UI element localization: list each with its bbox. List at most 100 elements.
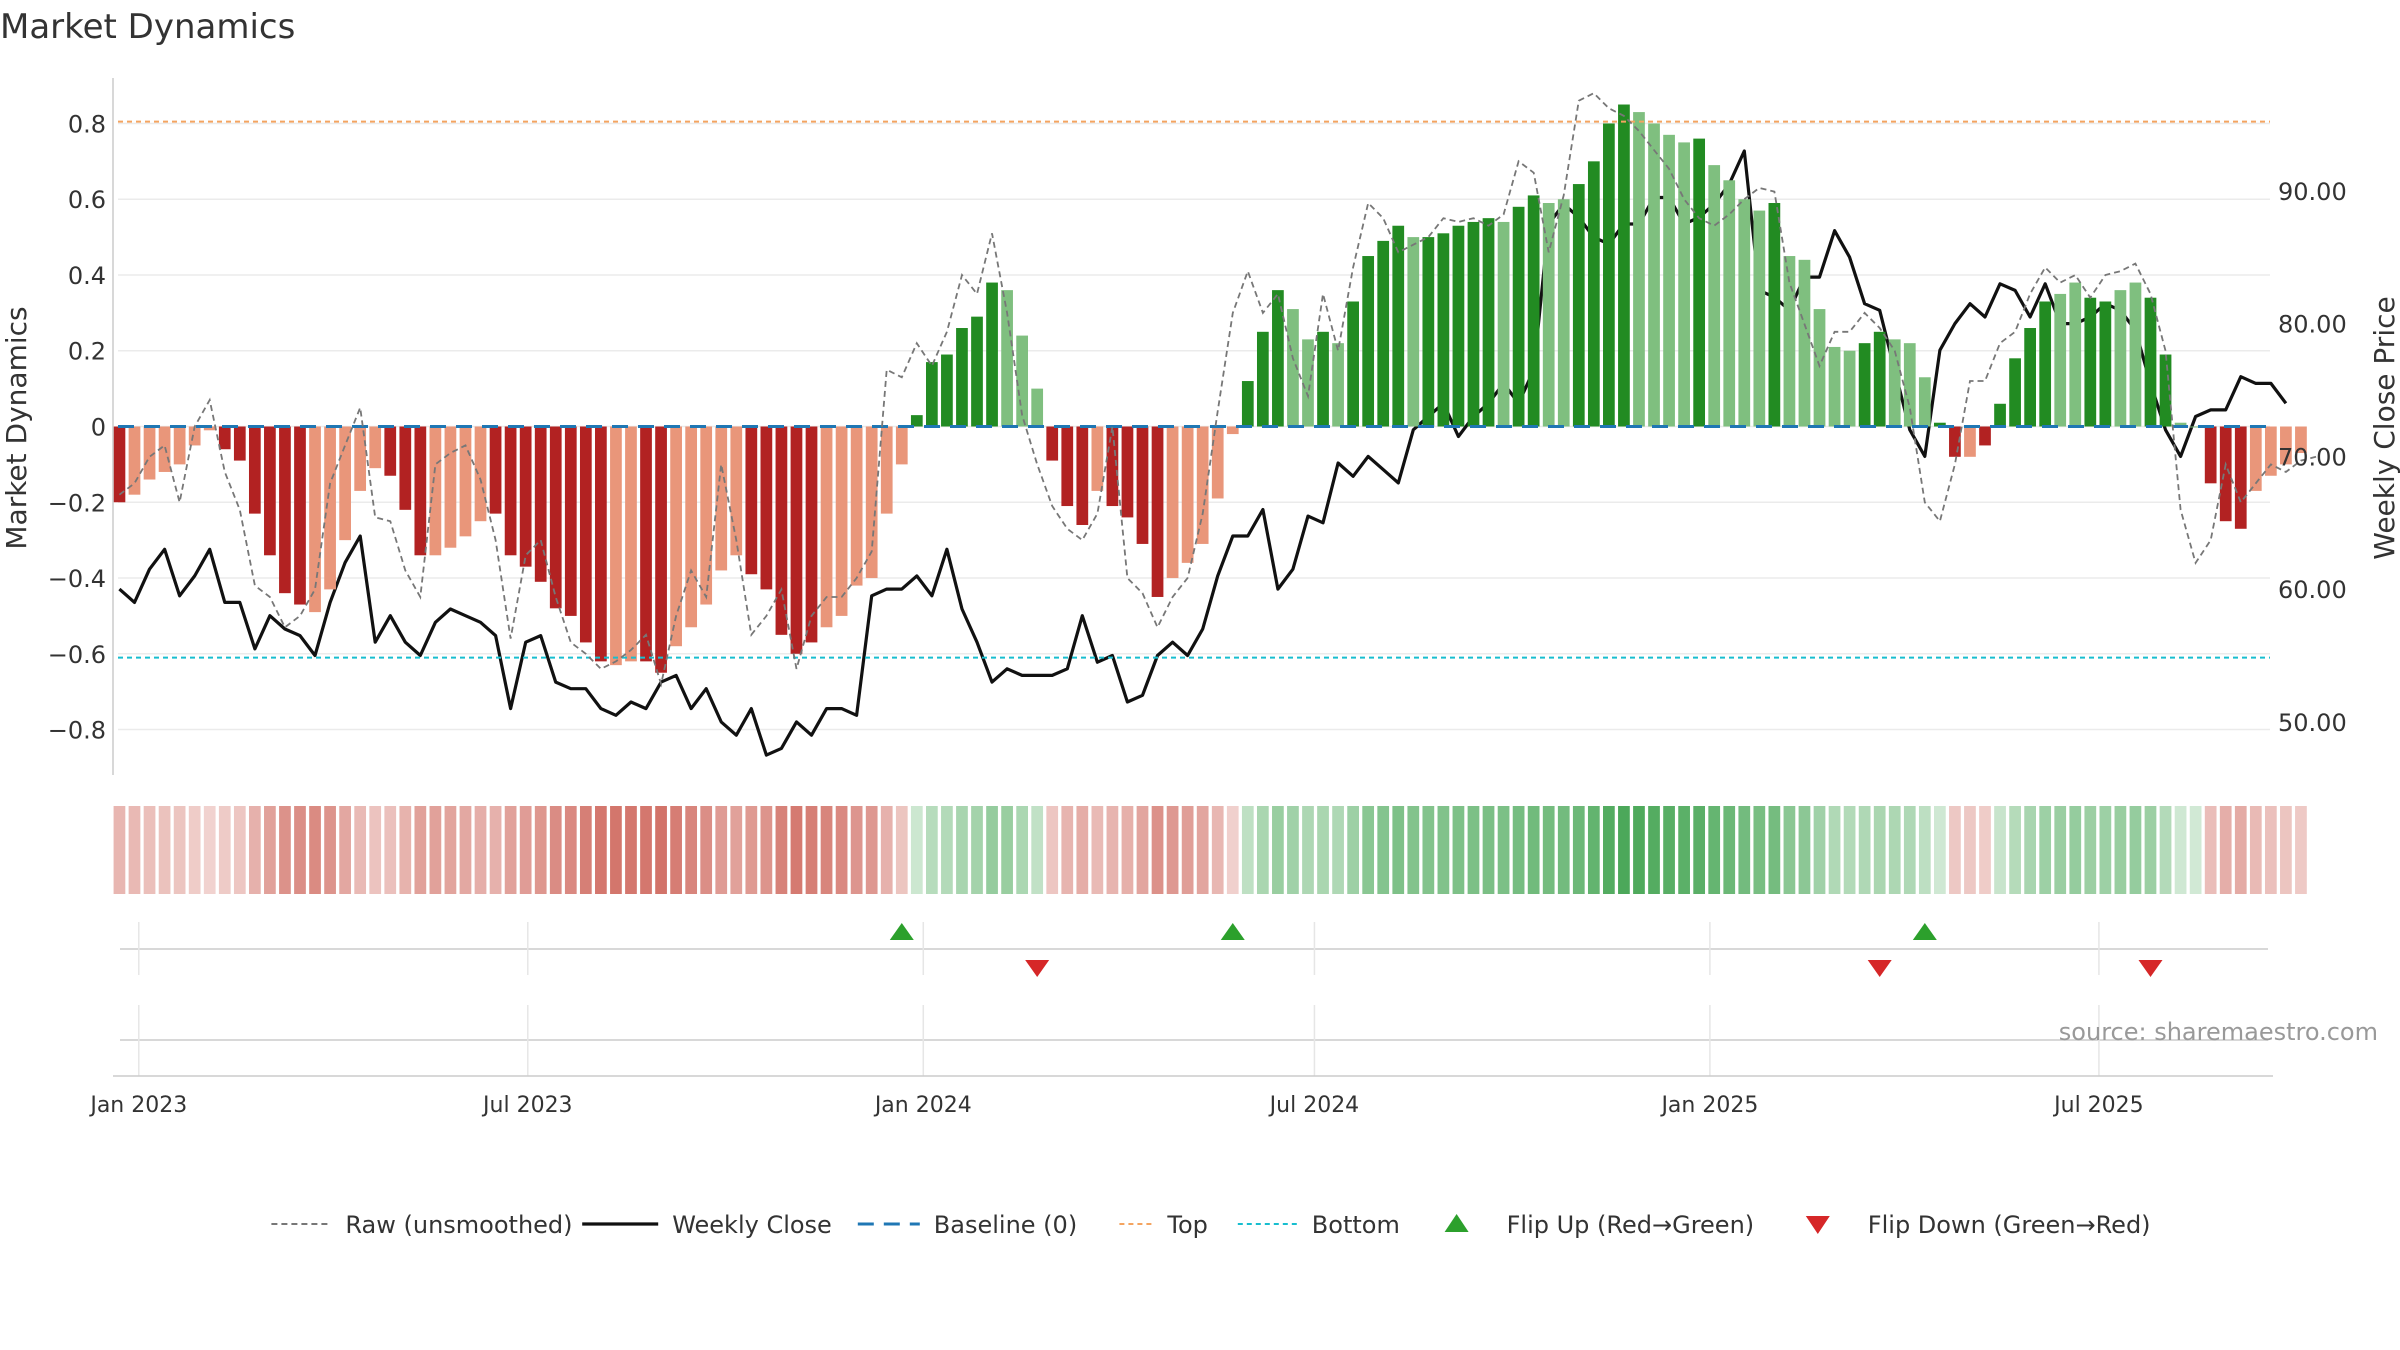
heat-cell	[1512, 806, 1525, 894]
dynamics-bar	[1332, 343, 1344, 427]
heat-cell	[760, 806, 773, 894]
heat-cell	[354, 806, 367, 894]
heat-cell	[730, 806, 743, 894]
dynamics-bar	[1828, 346, 1841, 427]
heat-cell	[1979, 806, 1991, 894]
dynamics-bar	[143, 426, 156, 480]
dynamics-bar	[2219, 426, 2232, 522]
dynamics-bar	[519, 426, 532, 567]
dynamics-bar	[2024, 328, 2037, 427]
heat-cell	[2159, 806, 2172, 894]
heat-cell	[1076, 806, 1089, 894]
heat-cell	[1858, 806, 1871, 894]
dynamics-bar	[429, 426, 442, 556]
dynamics-bar	[1031, 388, 1044, 427]
dynamics-bar	[203, 426, 216, 431]
dynamics-bar	[805, 426, 818, 643]
dynamics-bar	[1693, 138, 1706, 427]
heat-cell	[1256, 806, 1269, 894]
dynamics-bar	[2054, 293, 2067, 427]
dynamics-bar	[1362, 256, 1375, 427]
heat-cell	[956, 806, 968, 894]
heat-cell	[1422, 806, 1435, 894]
dynamics-bar	[880, 426, 893, 514]
dynamics-bar	[685, 426, 698, 628]
heat-cell	[2129, 806, 2142, 894]
heat-cell	[1843, 806, 1856, 894]
dynamics-bar	[399, 426, 412, 510]
dynamics-bar	[820, 426, 833, 628]
heat-cell	[1196, 806, 1209, 894]
dynamics-bar	[489, 426, 502, 514]
dynamics-bar	[188, 426, 201, 446]
dynamics-bar	[1211, 426, 1224, 499]
dynamics-bar	[595, 426, 607, 662]
legend-swatch-flip-up	[1444, 1214, 1469, 1232]
legend-label-raw: Raw (unsmoothed)	[345, 1211, 572, 1239]
dynamics-bar	[2114, 290, 2127, 427]
heat-cell	[309, 806, 321, 894]
heat-cell	[233, 806, 246, 894]
raw-series-line	[118, 92, 2317, 688]
y-tick-label: −0.4	[48, 565, 106, 593]
dynamics-bar	[1918, 377, 1931, 427]
heat-cell	[2249, 806, 2262, 894]
dynamics-bar	[2174, 422, 2187, 427]
y-tick-label: −0.8	[48, 717, 106, 745]
heat-cell	[504, 806, 517, 894]
heat-cell	[279, 806, 291, 894]
dynamics-bar	[1979, 426, 1991, 446]
dynamics-bar	[941, 354, 953, 427]
heat-cell	[399, 806, 412, 894]
x-tick-label: Jul 2024	[1268, 1093, 1360, 1118]
y-axis-right: 50.00 60.00 70.00 80.00 90.00	[2278, 178, 2347, 737]
heat-cell	[1016, 806, 1029, 894]
dynamics-bar	[986, 282, 998, 427]
dynamics-bar	[459, 426, 472, 537]
heat-cell	[2264, 806, 2277, 894]
heat-cell	[414, 806, 427, 894]
heat-cell	[264, 806, 276, 894]
dynamics-bar	[218, 426, 231, 450]
heat-cell	[850, 806, 863, 894]
dynamics-bar	[1272, 290, 1284, 427]
dynamics-bar	[775, 426, 788, 635]
dynamics-bar	[670, 426, 682, 647]
dynamics-bar	[1512, 206, 1525, 427]
dynamics-bar	[1618, 104, 1630, 427]
dynamics-bar	[1392, 225, 1405, 427]
dynamics-bar	[1166, 426, 1179, 579]
dynamics-bar	[1708, 165, 1721, 427]
heat-cell	[1136, 806, 1149, 894]
dynamics-bar	[1136, 426, 1149, 544]
heat-cell	[1166, 806, 1179, 894]
dynamics-bar	[309, 426, 321, 613]
heat-cell	[1106, 806, 1119, 894]
dynamics-bar	[2280, 426, 2292, 465]
dynamics-bar	[2234, 426, 2247, 529]
heat-cell	[1031, 806, 1044, 894]
dynamics-bar	[2249, 426, 2262, 491]
heat-cell	[1001, 806, 1013, 894]
heat-cell	[1663, 806, 1675, 894]
dynamics-bar	[2099, 301, 2112, 427]
heat-cell	[519, 806, 532, 894]
heat-cell	[2204, 806, 2217, 894]
legend-label-bottom: Bottom	[1312, 1211, 1400, 1239]
heat-cell	[1287, 806, 1299, 894]
heat-cell	[1723, 806, 1736, 894]
dynamics-bar	[1046, 426, 1059, 461]
heat-cell	[203, 806, 216, 894]
heat-cell	[158, 806, 171, 894]
x-axis: Jan 2023 Jul 2023 Jan 2024 Jul 2024 Jan 2025…	[88, 1075, 2273, 1118]
dynamics-bar	[1181, 426, 1194, 563]
heat-cell	[2219, 806, 2232, 894]
dynamics-bar	[956, 328, 968, 427]
dynamics-bar	[534, 426, 547, 582]
heat-cell	[1467, 806, 1480, 894]
heat-cell	[595, 806, 607, 894]
heat-cell	[790, 806, 803, 894]
dynamics-bar	[835, 426, 848, 616]
dynamics-bar	[1241, 381, 1254, 427]
